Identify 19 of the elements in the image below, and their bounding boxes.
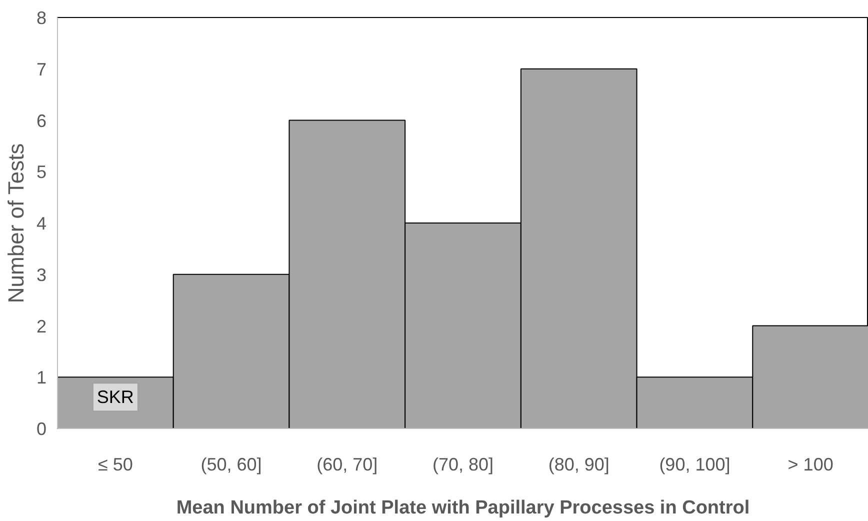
y-tick-label: 2	[36, 316, 47, 336]
y-tick-label: 8	[36, 8, 47, 28]
x-tick-label: ≤ 50	[98, 454, 133, 474]
annotation: SKR	[96, 387, 134, 408]
y-axis-title: Number of Tests	[3, 143, 28, 304]
y-tick-label: 1	[36, 368, 47, 388]
y-tick-label: 4	[36, 214, 47, 234]
x-tick-label: (90, 100]	[659, 454, 730, 474]
x-tick-label: (50, 60]	[200, 454, 262, 474]
x-tick-label: > 100	[788, 454, 834, 474]
x-tick-label: (70, 80]	[432, 454, 494, 474]
y-tick-label: 6	[36, 110, 47, 131]
y-tick-label: 7	[36, 59, 47, 80]
y-tick-label: 3	[36, 264, 47, 285]
x-tick-label: (80, 90]	[548, 454, 610, 474]
y-tick-label: 5	[36, 162, 47, 182]
y-tick-label: 0	[36, 419, 47, 439]
x-tick-label: (60, 70]	[316, 454, 378, 474]
x-axis-title: Mean Number of Joint Plate with Papillary Processes in Control	[176, 498, 750, 518]
